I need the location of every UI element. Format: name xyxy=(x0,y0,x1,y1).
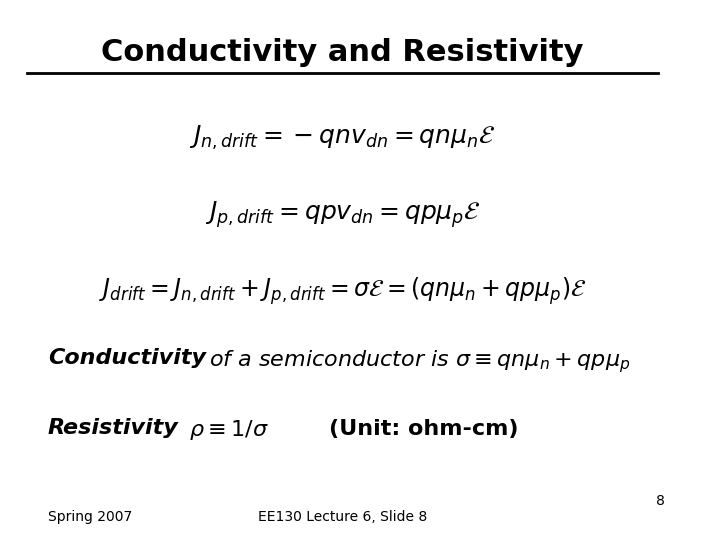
Text: Spring 2007: Spring 2007 xyxy=(48,510,132,524)
Text: (Unit: ohm-cm): (Unit: ohm-cm) xyxy=(298,418,518,438)
Text: $\rho \equiv 1 / \sigma$: $\rho \equiv 1 / \sigma$ xyxy=(175,418,269,442)
Text: $J_{p,drift} = qpv_{dn} = qp\mu_p\mathcal{E}$: $J_{p,drift} = qpv_{dn} = qp\mu_p\mathca… xyxy=(204,200,480,231)
Text: EE130 Lecture 6, Slide 8: EE130 Lecture 6, Slide 8 xyxy=(258,510,427,524)
Text: $J_{drift} = J_{n,drift} + J_{p,drift} = \sigma\mathcal{E} =(qn\mu_n+qp\mu_p)\ma: $J_{drift} = J_{n,drift} + J_{p,drift} =… xyxy=(99,275,586,307)
Text: Conductivity: Conductivity xyxy=(48,348,206,368)
Text: $J_{n,drift} = -qnv_{dn} = qn\mu_n\mathcal{E}$: $J_{n,drift} = -qnv_{dn} = qn\mu_n\mathc… xyxy=(189,124,495,152)
Text: 8: 8 xyxy=(656,494,665,508)
Text: Conductivity and Resistivity: Conductivity and Resistivity xyxy=(102,38,584,67)
Text: Resistivity: Resistivity xyxy=(48,418,179,438)
Text: of a semiconductor is $\sigma \equiv qn\mu_n + qp\mu_p$: of a semiconductor is $\sigma \equiv qn\… xyxy=(202,348,631,375)
